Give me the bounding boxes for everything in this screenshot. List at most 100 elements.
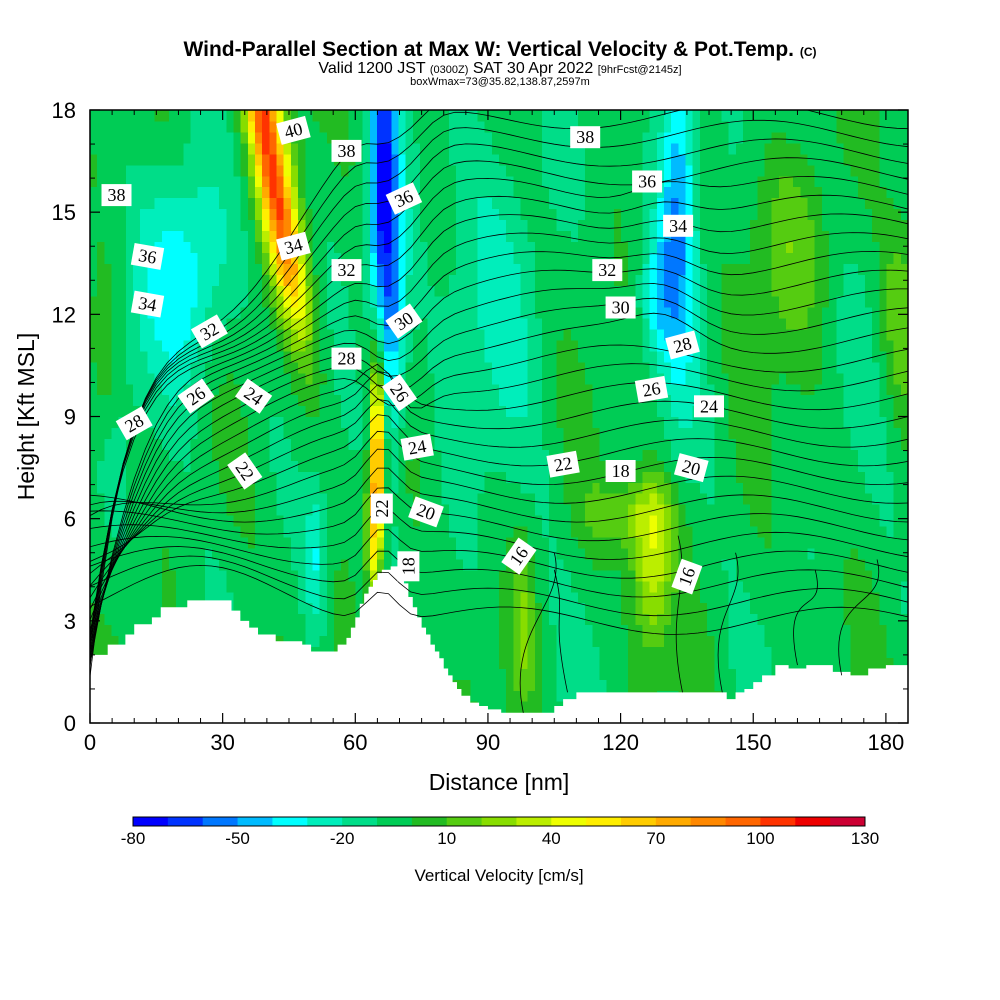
contour-label: 36 [130,242,165,270]
colorbar-tick-label: 70 [646,829,665,848]
colorbar-segment [725,817,761,826]
colorbar-segment [237,817,273,826]
contour-label: 20 [408,496,444,528]
contour-label: 36 [632,170,663,193]
theta-contour-line [90,312,908,630]
colorbar-segment [655,817,692,826]
theta-contour-line [90,250,908,657]
contour-label-text: 22 [372,500,392,518]
theta-contour-line [90,232,908,661]
theta-contour-line [90,448,908,514]
contour-label-text: 20 [414,499,438,524]
theta-contour-line [90,283,908,646]
colorbar-segment [621,817,657,826]
contour-label: 34 [663,214,694,237]
contour-label: 16 [671,558,703,595]
x-tick-label: 30 [210,730,234,755]
x-tick-label: 60 [343,730,367,755]
theta-contour-line [675,535,683,693]
theta-contour-line [90,194,908,635]
contour-label: 28 [665,330,700,360]
theta-contour-line [90,157,908,645]
contour-label-text: 36 [137,245,158,268]
theta-contour-line [90,384,908,587]
contour-label-text: 38 [576,127,594,147]
contour-label: 38 [101,184,132,207]
contour-label: 26 [634,375,669,403]
colorbar-segment [272,817,308,826]
theta-contour-line [90,414,908,562]
contour-label: 22 [546,450,580,478]
contour-label: 34 [276,231,311,261]
x-axis-label: Distance [nm] [429,769,570,795]
contour-label-text: 30 [612,298,630,318]
colorbar-frame [132,816,866,827]
theta-contour-line [717,552,739,693]
theta-contour-line [90,467,908,523]
x-tick-label: 90 [476,730,500,755]
colorbar-segment [516,817,552,826]
contour-label-text: 26 [641,378,662,401]
theta-contour-line [90,297,908,639]
contour-label: 18 [605,460,636,482]
colorbar-segment [202,817,239,826]
contour-label: 20 [673,453,709,483]
x-tick-label: 150 [735,730,772,755]
colorbar-tick-label: 10 [437,829,456,848]
colorbar-label: Vertical Velocity [cm/s] [414,866,583,885]
contour-label-text: 18 [398,557,418,575]
contour-label-text: 36 [638,172,656,192]
contour-label-text: 28 [338,349,356,369]
theta-contour-line [793,569,818,666]
colorbar-segment [377,817,413,826]
x-tick-label: 180 [868,730,905,755]
contour-label-text: 24 [407,436,428,459]
theta-contour-line [90,487,908,542]
theta-contour-line [90,268,908,652]
colorbar-segment [481,817,517,826]
contour-label: 24 [694,395,724,418]
colorbar-segment [795,817,831,826]
theta-contour-line [90,398,908,574]
theta-contour-line [90,529,908,579]
colorbar-segment [551,817,587,826]
theta-contour-line [90,110,908,667]
colorbar-segment [411,817,448,826]
theta-contour-line [90,110,908,677]
x-tick-label: 0 [84,730,96,755]
theta-contour-line [90,507,908,560]
colorbar-tick-label: 100 [746,829,774,848]
colorbar-segment [307,817,343,826]
contour-label: 24 [400,433,434,461]
contour-label: 32 [331,259,362,282]
contour-label-text: 24 [700,396,718,416]
contour-label-text: 16 [674,565,699,589]
colorbar-tick-label: 130 [851,829,879,848]
contour-label: 18 [397,551,420,582]
contour-label-text: 32 [338,260,356,280]
contour-label: 38 [331,139,362,162]
theta-contour-line [553,569,568,693]
colorbar-tick-label: -50 [225,829,250,848]
colorbar-segment [760,817,796,826]
x-tick-label: 120 [602,730,639,755]
y-tick-label: 6 [64,507,76,532]
terrain [90,566,908,723]
colorbar-segment [690,817,727,826]
contour-label-text: 28 [671,333,694,357]
contour-label: 32 [190,314,228,349]
contour-label-text: 22 [553,453,574,476]
theta-contour-line [519,552,557,713]
contour-label-text: 32 [598,260,616,280]
colorbar-segment [342,817,378,826]
colorbar-tick-label: -20 [330,829,355,848]
contour-label: 32 [592,259,623,282]
y-tick-label: 9 [64,405,76,430]
y-tick-label: 18 [52,98,76,123]
theta-contour-line [90,138,908,651]
y-tick-label: 15 [52,200,76,225]
colorbar-segment [830,817,866,826]
colorbar-tick-label: -80 [121,829,146,848]
